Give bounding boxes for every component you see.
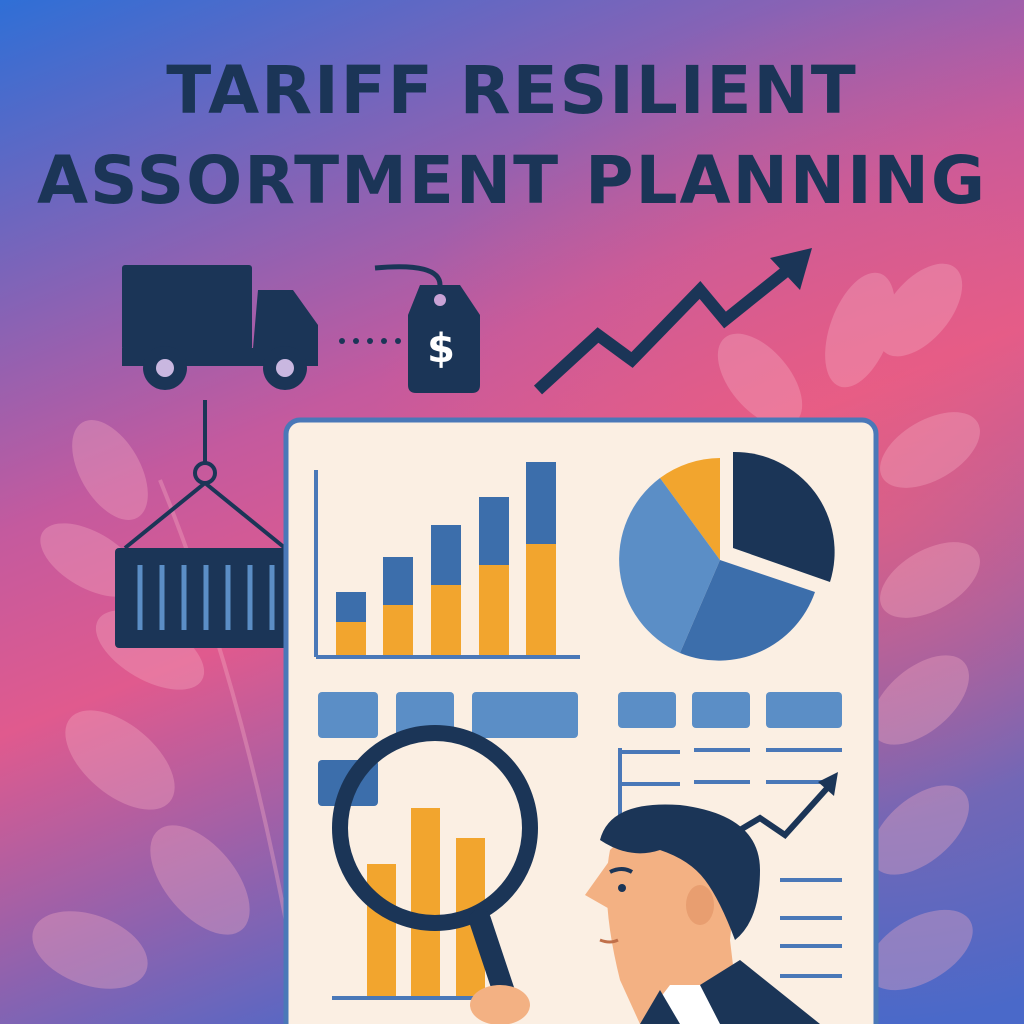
pie-chart xyxy=(619,451,835,661)
dashboard-panel xyxy=(283,417,879,1024)
shipping-container-icon xyxy=(115,400,295,648)
leaf-icon xyxy=(32,263,980,1001)
title-line-2: ASSORTMENT PLANNING xyxy=(36,142,988,219)
trend-arrow-icon xyxy=(533,248,812,395)
magnifier-icon xyxy=(332,725,538,1024)
price-tag-icon: $ xyxy=(374,264,480,393)
dollar-sign: $ xyxy=(427,326,455,372)
businessman xyxy=(585,804,820,1024)
truck-icon xyxy=(122,265,401,390)
title-line-1: TARIFF RESILIENT xyxy=(166,52,858,129)
stacked-bar-chart xyxy=(314,462,580,659)
small-trend-arrow-icon xyxy=(738,772,838,839)
data-blocks xyxy=(318,692,842,806)
